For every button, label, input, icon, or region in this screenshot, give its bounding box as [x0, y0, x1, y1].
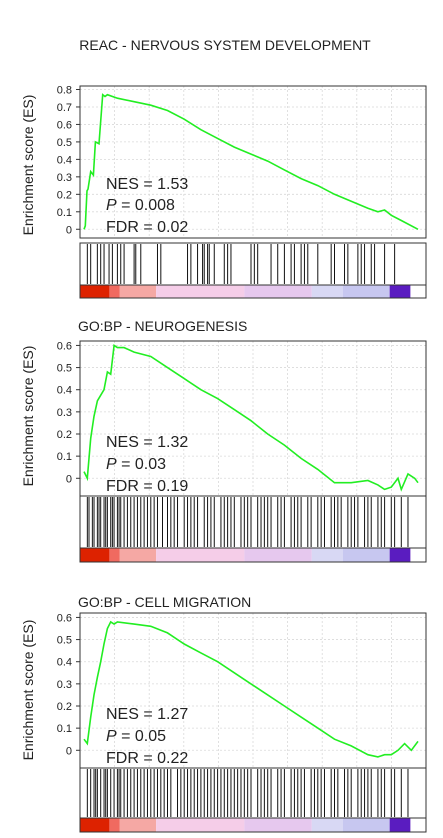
panel-3-es-curve	[83, 620, 419, 758]
panel-3-pvalue: P = 0.05	[106, 728, 166, 745]
panel-1-y-ticks: 0.8 0.7 0.6 0.5 0.4 0.3 0.2 0.1 0	[57, 84, 80, 236]
rank-segment	[119, 818, 157, 832]
y-tick-label: 0.3	[57, 407, 72, 419]
rank-segment	[80, 818, 110, 832]
y-tick-label: 0	[66, 473, 72, 485]
y-tick-label: 0.6	[57, 119, 72, 131]
y-tick-label: 0	[66, 745, 72, 757]
panel-3-p-value: = 0.05	[117, 728, 166, 745]
panel-3: GO:BP - CELL MIGRATION Enrichment score …	[20, 594, 427, 833]
panel-3-y-ticks: 0.6 0.5 0.4 0.3 0.2 0.1 0	[57, 612, 80, 757]
panel-2-y-ticks: 0.6 0.5 0.4 0.3 0.2 0.1 0	[57, 340, 80, 485]
panel-3-rank-bar	[80, 818, 426, 832]
y-tick-label: 0.1	[57, 723, 72, 735]
panel-1-title: REAC - NERVOUS SYSTEM DEVELOPMENT	[79, 37, 371, 53]
rank-segment	[389, 818, 411, 832]
panel-3-ylabel: Enrichment score (ES)	[20, 620, 36, 761]
y-tick-label: 0	[66, 224, 72, 236]
panel-3-p-label: P	[106, 728, 117, 745]
rank-segment	[156, 548, 245, 562]
panel-2-p-value: = 0.03	[117, 456, 166, 473]
panel-1-fdr: FDR = 0.02	[106, 219, 188, 236]
rank-segment	[244, 285, 312, 298]
y-tick-label: 0.5	[57, 635, 72, 647]
rank-segment	[244, 818, 312, 832]
panel-2: GO:BP - NEUROGENESIS Enrichment score (E…	[20, 318, 427, 563]
rank-segment	[342, 285, 390, 298]
panel-1-rank-bar	[80, 285, 426, 298]
panel-1-grid	[80, 86, 426, 238]
panel-2-ylabel: Enrichment score (ES)	[20, 346, 36, 487]
panel-2-rank-frame	[79, 547, 427, 563]
y-tick-label: 0.4	[57, 657, 72, 669]
y-tick-label: 0.8	[57, 84, 72, 96]
panel-1-plot-frame	[79, 85, 427, 239]
rank-segment	[410, 285, 426, 298]
panel-3-hit-frame	[79, 767, 427, 819]
rank-segment	[342, 818, 390, 832]
panel-1-rank-frame	[79, 284, 427, 299]
y-tick-label: 0.5	[57, 137, 72, 149]
rank-segment	[109, 548, 120, 562]
rank-segment	[244, 548, 312, 562]
rank-segment	[410, 818, 426, 832]
panel-1-pvalue: P = 0.008	[106, 197, 175, 214]
rank-segment	[109, 285, 120, 298]
y-tick-label: 0.5	[57, 363, 72, 375]
y-tick-label: 0.4	[57, 154, 72, 166]
y-tick-label: 0.3	[57, 679, 72, 691]
panel-2-rank-bar	[80, 548, 426, 562]
rank-segment	[80, 548, 110, 562]
rank-segment	[156, 818, 245, 832]
y-tick-label: 0.2	[57, 189, 72, 201]
y-tick-label: 0.7	[57, 102, 72, 114]
panel-2-title: GO:BP - NEUROGENESIS	[78, 318, 247, 334]
rank-segment	[389, 548, 411, 562]
rank-segment	[342, 548, 390, 562]
panel-1-ylabel: Enrichment score (ES)	[20, 95, 36, 236]
rank-segment	[410, 548, 426, 562]
panel-2-grid	[80, 341, 426, 496]
y-tick-label: 0.4	[57, 385, 72, 397]
panel-3-hit-track	[86, 769, 409, 817]
panel-3-title: GO:BP - CELL MIGRATION	[78, 594, 251, 610]
panel-2-hit-track	[86, 497, 409, 547]
y-tick-label: 0.2	[57, 701, 72, 713]
y-tick-label: 0.1	[57, 207, 72, 219]
rank-segment	[109, 818, 120, 832]
y-tick-label: 0.6	[57, 612, 72, 624]
panel-2-hit-frame	[79, 495, 427, 549]
panel-2-pvalue: P = 0.03	[106, 456, 166, 473]
panel-3-grid	[80, 613, 426, 768]
panel-1-p-value: = 0.008	[117, 197, 175, 214]
panel-2-fdr: FDR = 0.19	[106, 478, 188, 495]
rank-segment	[119, 548, 157, 562]
y-tick-label: 0.2	[57, 429, 72, 441]
rank-segment	[311, 548, 343, 562]
panel-3-rank-frame	[79, 817, 427, 833]
panel-1: REAC - NERVOUS SYSTEM DEVELOPMENT Enrich…	[20, 37, 427, 299]
panel-3-nes: NES = 1.27	[106, 706, 188, 723]
rank-segment	[156, 285, 245, 298]
panel-1-nes: NES = 1.53	[106, 176, 188, 193]
rank-segment	[311, 285, 343, 298]
panel-1-es-curve	[83, 93, 419, 231]
y-tick-label: 0.6	[57, 340, 72, 352]
panel-2-es-curve	[83, 344, 419, 492]
panel-1-p-label: P	[106, 197, 117, 214]
panel-3-fdr: FDR = 0.22	[106, 750, 188, 767]
panel-2-nes: NES = 1.32	[106, 434, 188, 451]
rank-segment	[80, 285, 110, 298]
rank-segment	[389, 285, 411, 298]
rank-segment	[119, 285, 157, 298]
panel-1-hit-track	[86, 244, 396, 284]
y-tick-label: 0.1	[57, 451, 72, 463]
y-tick-label: 0.3	[57, 172, 72, 184]
rank-segment	[311, 818, 343, 832]
panel-2-p-label: P	[106, 456, 117, 473]
